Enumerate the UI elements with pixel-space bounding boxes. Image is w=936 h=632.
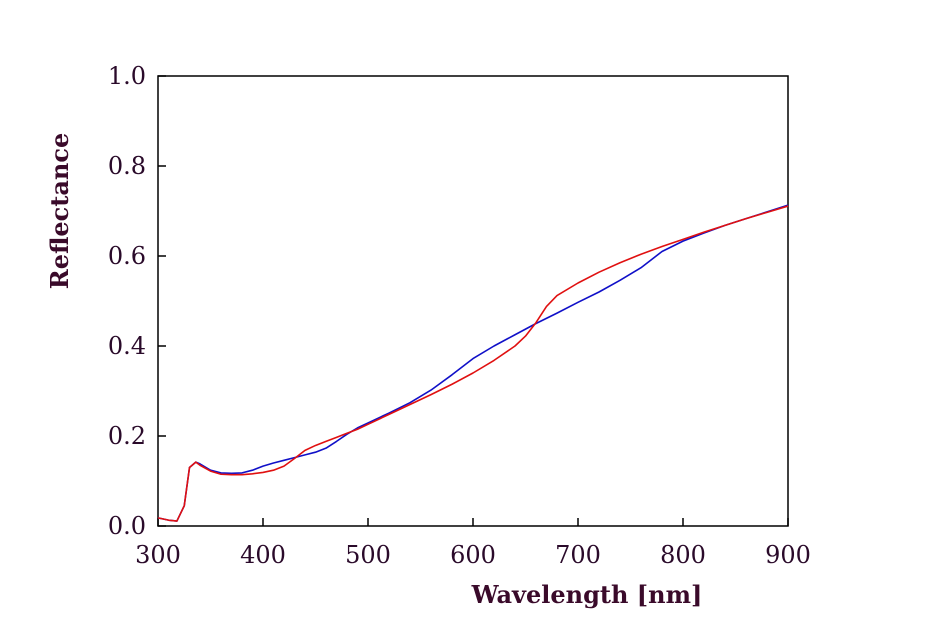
y-tick-label: 1.0 — [108, 62, 146, 90]
x-tick-label: 900 — [765, 541, 811, 569]
y-tick-label: 0.2 — [108, 422, 146, 450]
y-axis-ticks: 0.0 0.2 0.4 0.6 0.8 1.0 — [108, 62, 166, 540]
x-axis-ticks: 300 400 500 600 700 800 900 — [135, 518, 811, 569]
plot-frame — [157, 75, 789, 527]
y-tick-label: 0.0 — [108, 512, 146, 540]
series-layer — [157, 204, 789, 522]
x-tick-label: 400 — [240, 541, 286, 569]
x-tick-label: 300 — [135, 541, 181, 569]
y-tick-label: 0.6 — [108, 242, 146, 270]
y-tick-label: 0.8 — [108, 152, 146, 180]
y-axis-title: Reflectance — [45, 133, 74, 290]
x-tick-label: 600 — [450, 541, 496, 569]
x-tick-label: 500 — [345, 541, 391, 569]
y-tick-label: 0.4 — [108, 332, 146, 360]
series-line-2 — [157, 205, 789, 522]
x-axis-title: Wavelength [nm] — [471, 580, 703, 609]
x-tick-label: 700 — [555, 541, 601, 569]
x-tick-label: 800 — [660, 541, 706, 569]
